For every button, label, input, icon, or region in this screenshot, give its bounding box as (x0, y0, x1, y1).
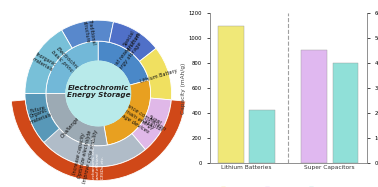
Wedge shape (25, 94, 59, 142)
Wedge shape (132, 98, 171, 150)
Wedge shape (25, 30, 72, 94)
Text: Organic
materials: Organic materials (27, 107, 53, 125)
Text: Inorganic
materials: Inorganic materials (31, 52, 57, 73)
Text: Increase capacity
Optimize electrolyte
Improve cycle stability: Increase capacity Optimize electrolyte I… (71, 126, 99, 184)
Text: Traditional
structure: Traditional structure (81, 18, 96, 45)
Wedge shape (62, 20, 113, 48)
Text: Special
structure: Special structure (121, 28, 142, 53)
Wedge shape (104, 80, 151, 145)
Text: Super
Capacitor: Super Capacitor (141, 112, 167, 133)
Wedge shape (11, 100, 185, 181)
Text: Electrochromic
Energy Storage: Electrochromic Energy Storage (67, 85, 130, 98)
Y-axis label: Capacity (mAh/g): Capacity (mAh/g) (181, 62, 186, 114)
Text: Challenges: Challenges (60, 113, 82, 139)
Text: Electrochromic
basic principles: Electrochromic basic principles (50, 45, 87, 82)
Wedge shape (46, 94, 107, 146)
Wedge shape (32, 116, 146, 167)
Wedge shape (46, 41, 98, 94)
Text: Lithium Battery: Lithium Battery (139, 68, 178, 84)
Bar (218, 26, 244, 163)
Wedge shape (25, 98, 51, 125)
Text: The latest research of
EC energy storage: The latest research of EC energy storage (102, 34, 146, 86)
Wedge shape (109, 22, 156, 61)
Circle shape (66, 61, 130, 126)
Text: Future: Future (29, 105, 46, 114)
Text: Performance comparison
with main energy
storage devices: Performance comparison with main energy … (102, 91, 166, 141)
Wedge shape (139, 48, 172, 100)
Bar (249, 110, 275, 163)
Bar (333, 63, 358, 163)
Wedge shape (98, 41, 149, 85)
Legend: Lithium Batteries, Super Capacitors, EC Energy Storage: Lithium Batteries, Super Capacitors, EC … (219, 186, 358, 187)
Bar (301, 50, 327, 163)
Text: Integration of mechanisms, research
of new and efficient
of a ECESDs, etc.: Integration of mechanisms, research of n… (92, 136, 105, 187)
